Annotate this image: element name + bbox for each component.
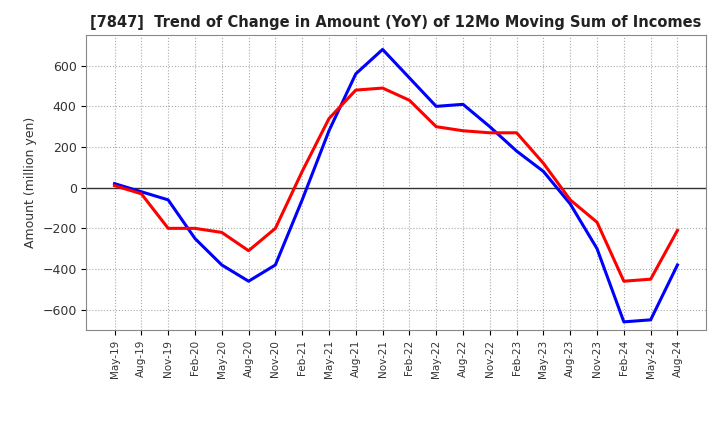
Ordinary Income <box>619 319 628 325</box>
Ordinary Income <box>647 317 655 323</box>
Ordinary Income <box>378 47 387 52</box>
Net Income <box>298 169 307 174</box>
Ordinary Income <box>485 124 494 129</box>
Net Income <box>164 226 173 231</box>
Net Income <box>566 197 575 202</box>
Net Income <box>137 191 145 196</box>
Ordinary Income <box>539 169 548 174</box>
Ordinary Income <box>593 246 601 251</box>
Net Income <box>485 130 494 136</box>
Net Income <box>647 276 655 282</box>
Ordinary Income <box>405 75 414 81</box>
Ordinary Income <box>325 128 333 133</box>
Y-axis label: Amount (million yen): Amount (million yen) <box>24 117 37 248</box>
Net Income <box>593 220 601 225</box>
Net Income <box>217 230 226 235</box>
Net Income <box>405 98 414 103</box>
Ordinary Income <box>217 262 226 268</box>
Ordinary Income <box>244 279 253 284</box>
Ordinary Income <box>164 197 173 202</box>
Net Income <box>459 128 467 133</box>
Ordinary Income <box>351 71 360 77</box>
Net Income <box>673 228 682 233</box>
Ordinary Income <box>513 148 521 154</box>
Net Income <box>191 226 199 231</box>
Ordinary Income <box>137 189 145 194</box>
Line: Ordinary Income: Ordinary Income <box>114 49 678 322</box>
Net Income <box>271 226 279 231</box>
Ordinary Income <box>191 236 199 241</box>
Net Income <box>539 161 548 166</box>
Ordinary Income <box>673 262 682 268</box>
Net Income <box>378 85 387 91</box>
Net Income <box>351 88 360 93</box>
Net Income <box>110 183 119 188</box>
Net Income <box>513 130 521 136</box>
Net Income <box>619 279 628 284</box>
Net Income <box>325 116 333 121</box>
Ordinary Income <box>110 181 119 186</box>
Ordinary Income <box>566 202 575 207</box>
Ordinary Income <box>459 102 467 107</box>
Net Income <box>432 124 441 129</box>
Ordinary Income <box>298 197 307 202</box>
Title: [7847]  Trend of Change in Amount (YoY) of 12Mo Moving Sum of Incomes: [7847] Trend of Change in Amount (YoY) o… <box>90 15 702 30</box>
Line: Net Income: Net Income <box>114 88 678 281</box>
Ordinary Income <box>271 262 279 268</box>
Ordinary Income <box>432 104 441 109</box>
Net Income <box>244 248 253 253</box>
